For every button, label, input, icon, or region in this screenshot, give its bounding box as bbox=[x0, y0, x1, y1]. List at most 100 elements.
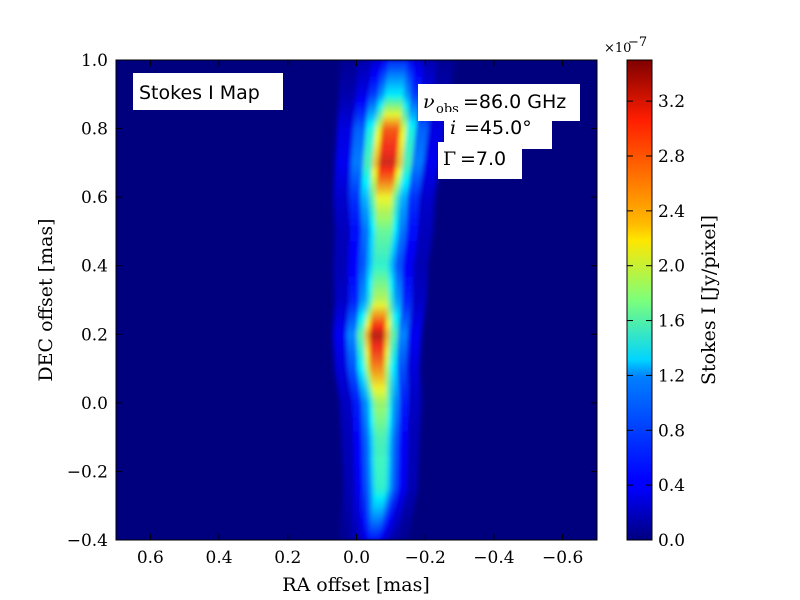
jet-slice bbox=[370, 519, 383, 522]
jet-slice bbox=[387, 60, 408, 63]
jet-slice bbox=[371, 311, 388, 314]
jet-slice bbox=[376, 182, 395, 185]
jet-slice bbox=[373, 401, 388, 404]
jet-slice bbox=[374, 468, 387, 471]
jet-slice bbox=[381, 123, 401, 126]
jet-slice bbox=[373, 455, 388, 458]
jet-slice bbox=[373, 445, 388, 448]
jet-slice bbox=[382, 116, 402, 119]
jet-slice bbox=[370, 520, 383, 523]
jet-slice bbox=[386, 73, 406, 76]
jet-slice bbox=[384, 90, 405, 93]
jet-slice bbox=[372, 282, 389, 285]
jet-slice bbox=[375, 220, 393, 223]
jet-slice bbox=[374, 467, 388, 470]
jet-slice bbox=[370, 369, 385, 373]
jet-slice bbox=[375, 198, 393, 201]
jet-slice bbox=[380, 139, 399, 142]
jet-slice bbox=[369, 368, 385, 371]
jet-slice bbox=[370, 515, 383, 518]
jet-slice bbox=[380, 134, 400, 137]
jet-slice bbox=[374, 238, 392, 241]
jet-slice bbox=[383, 108, 403, 111]
jet-slice bbox=[373, 441, 388, 444]
jet-slice bbox=[375, 221, 393, 224]
jet-slice bbox=[370, 317, 387, 320]
jet-slice bbox=[374, 471, 388, 474]
colorbar-tick-label: 0.8 bbox=[658, 421, 685, 441]
jet-slice bbox=[372, 278, 389, 281]
jet-slice bbox=[386, 72, 407, 75]
jet-slice bbox=[373, 253, 390, 256]
jet-slice bbox=[374, 479, 387, 482]
jet-slice bbox=[369, 338, 385, 341]
jet-slice bbox=[373, 430, 388, 433]
jet-slice bbox=[372, 260, 390, 263]
gamma-annotation: Γ =7.0 bbox=[438, 142, 522, 179]
jet-slice bbox=[375, 234, 392, 237]
jet-slice bbox=[376, 180, 395, 183]
jet-emission bbox=[333, 60, 455, 540]
jet-slice bbox=[371, 308, 388, 311]
jet-slice bbox=[373, 448, 388, 451]
jet-slice bbox=[372, 387, 387, 390]
jet-slice bbox=[374, 472, 388, 475]
jet-slice bbox=[369, 363, 385, 366]
jet-slice bbox=[373, 422, 388, 425]
jet-slice bbox=[380, 138, 399, 141]
jet-slice bbox=[381, 124, 401, 127]
jet-slice bbox=[373, 433, 388, 436]
jet-slice bbox=[369, 357, 385, 360]
colorbar-gradient bbox=[626, 59, 653, 541]
jet-slice bbox=[385, 86, 405, 89]
jet-slice bbox=[380, 143, 399, 146]
jet-slice bbox=[370, 323, 386, 326]
jet-slice bbox=[373, 494, 386, 497]
jet-slice bbox=[376, 186, 394, 189]
jet-slice bbox=[382, 113, 402, 116]
jet-slice bbox=[375, 217, 393, 220]
jet-slice bbox=[373, 411, 388, 414]
jet-slice bbox=[369, 334, 385, 337]
jet-slice bbox=[371, 511, 384, 514]
jet-slice bbox=[373, 398, 388, 401]
jet-slice bbox=[373, 446, 388, 449]
jet-slice bbox=[383, 105, 403, 108]
jet-slice bbox=[379, 151, 398, 155]
jet-slice bbox=[372, 501, 385, 504]
jet-slice bbox=[375, 223, 393, 226]
jet-slice bbox=[379, 149, 398, 152]
jet-slice bbox=[374, 460, 388, 463]
jet-slice bbox=[372, 294, 389, 297]
y-tick-label: 0.0 bbox=[81, 394, 108, 414]
jet-slice bbox=[384, 99, 404, 102]
jet-slice bbox=[381, 129, 400, 133]
jet-slice bbox=[375, 191, 394, 194]
jet-slice bbox=[372, 293, 389, 296]
jet-slice bbox=[381, 132, 400, 135]
colorbar-tick-label: 2.4 bbox=[658, 202, 685, 222]
jet-slice bbox=[375, 188, 394, 192]
jet-slice bbox=[383, 103, 403, 107]
stokes-map-label: Stokes I Map bbox=[139, 82, 260, 104]
jet-slice bbox=[373, 408, 388, 411]
jet-slice bbox=[373, 254, 390, 257]
jet-slice bbox=[369, 341, 385, 344]
jet-slice bbox=[375, 199, 393, 203]
jet-slice bbox=[369, 356, 385, 359]
jet-slice bbox=[372, 390, 387, 393]
jet-slice bbox=[372, 268, 389, 271]
jet-slice bbox=[371, 379, 386, 382]
jet-slice bbox=[369, 345, 385, 348]
jet-slice bbox=[375, 201, 393, 204]
jet-slice bbox=[373, 252, 391, 255]
jet-slice bbox=[387, 61, 408, 64]
jet-slice bbox=[373, 452, 388, 455]
jet-slice bbox=[369, 360, 385, 363]
colorbar-tick-label: 0.0 bbox=[658, 531, 685, 551]
jet-slice bbox=[372, 287, 389, 290]
jet-slice bbox=[374, 475, 387, 478]
y-tick-label: 0.8 bbox=[81, 120, 108, 140]
jet-slice bbox=[369, 367, 385, 370]
nu-value: =86.0 GHz bbox=[463, 91, 566, 113]
